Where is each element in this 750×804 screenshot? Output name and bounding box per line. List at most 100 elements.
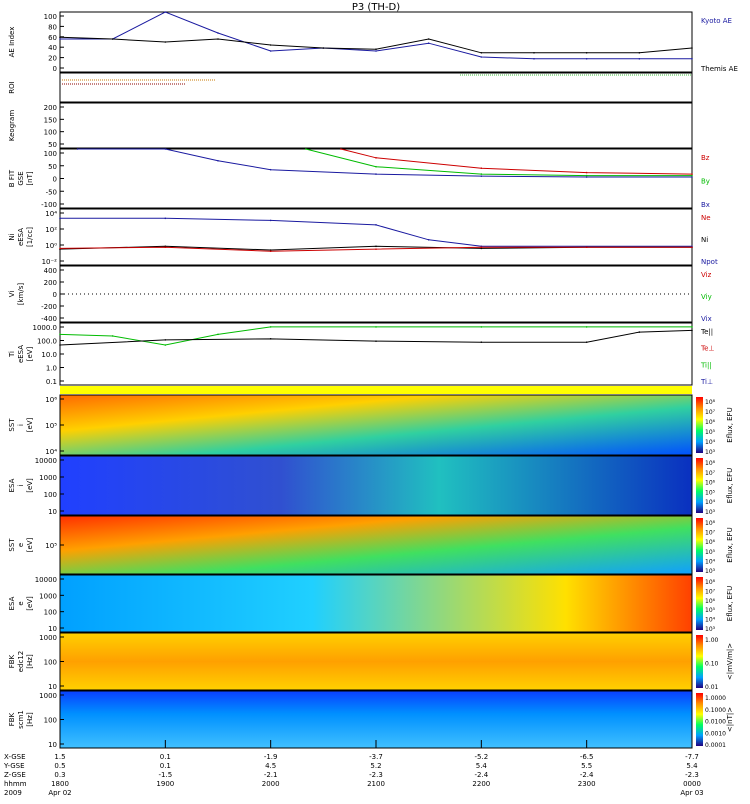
data-point xyxy=(375,157,377,159)
colorbar-tick-label: 10⁵ xyxy=(705,489,716,496)
data-point xyxy=(480,56,483,58)
footer-value: 0.3 xyxy=(54,771,65,779)
colorbar-tick-label: 0.0001 xyxy=(705,742,726,749)
data-point xyxy=(269,326,272,328)
y-tick-label: 1000 xyxy=(39,474,57,482)
footer-value: 2300 xyxy=(578,780,596,788)
y-axis-label: FBK xyxy=(8,712,16,726)
colorbar-tick-label: 10⁴ xyxy=(705,617,716,624)
data-point xyxy=(427,38,430,40)
colorbar-tick-label: 10⁵ xyxy=(705,549,716,556)
data-point xyxy=(375,245,377,248)
colorbar-tick-label: 0.0100 xyxy=(705,719,726,726)
colorbar-tick-label: 10⁵ xyxy=(705,607,716,614)
data-point xyxy=(217,333,219,336)
data-point xyxy=(585,326,588,328)
y-tick-label: 1000 xyxy=(39,634,57,642)
footer-value: Apr 02 xyxy=(48,789,71,797)
data-point xyxy=(164,148,167,150)
data-point xyxy=(480,175,483,177)
colorbar-tick-label: 1.00 xyxy=(705,637,719,644)
y-tick-label: 10⁻² xyxy=(42,258,58,266)
data-point xyxy=(217,38,219,40)
spectrogram-esa_e xyxy=(60,575,692,632)
y-axis-label: i xyxy=(17,424,25,426)
data-point xyxy=(304,148,307,150)
y-axis-label: ESA xyxy=(8,596,16,610)
footer-value: -7.7 xyxy=(685,753,699,761)
colorbar-label: <|mV/m|> xyxy=(726,643,734,680)
data-point xyxy=(691,58,693,60)
data-point xyxy=(585,171,588,174)
data-point xyxy=(585,174,588,177)
legend-entry: Ti⊥ xyxy=(700,378,713,386)
spectrogram-esa_i xyxy=(60,456,692,515)
y-axis-label: [eV] xyxy=(26,478,34,493)
spectrogram-fbk_e xyxy=(60,691,692,748)
series-line xyxy=(59,326,692,346)
colorbar-tick-label: 10³ xyxy=(705,449,716,456)
data-point xyxy=(269,44,272,46)
colorbar-tick-label: 10⁵ xyxy=(705,429,716,436)
data-point xyxy=(59,38,61,40)
colorbar-label: Eflux, EFU xyxy=(726,468,734,503)
y-axis-label: AE Index xyxy=(8,27,16,58)
y-tick-label: 10 xyxy=(48,741,57,749)
data-point xyxy=(480,52,483,54)
footer-value: -2.1 xyxy=(264,771,278,779)
y-axis-label: GSE xyxy=(17,171,25,185)
series-line xyxy=(340,148,693,175)
colorbar-tick-label: 10⁸ xyxy=(705,520,716,527)
y-tick-label: 10 xyxy=(48,508,57,516)
y-tick-label: 200 xyxy=(44,279,57,287)
footer-row-label: X-GSE xyxy=(4,753,26,761)
y-tick-label: 0 xyxy=(53,65,57,73)
data-point xyxy=(375,340,377,342)
y-axis-label: SST xyxy=(8,538,16,552)
footer-value: -6.5 xyxy=(580,753,594,761)
y-tick-label: 100.0 xyxy=(37,338,57,346)
y-tick-label: -400 xyxy=(41,315,57,323)
colorbar-tick-label: 10⁴ xyxy=(705,439,716,446)
legend-entry: Npot xyxy=(701,258,718,266)
y-axis-label: eESA xyxy=(17,228,25,246)
data-point xyxy=(691,47,693,49)
data-point xyxy=(269,219,272,222)
data-point xyxy=(269,250,272,253)
spectrogram-sst_e xyxy=(60,516,692,574)
y-axis-label: [Hz] xyxy=(26,654,34,669)
colorbar xyxy=(696,518,703,572)
colorbar-label: Eflux, EFU xyxy=(726,586,734,621)
y-tick-label: 10⁰ xyxy=(45,242,57,250)
data-point xyxy=(111,38,114,40)
y-tick-label: 10⁵ xyxy=(45,542,57,550)
y-tick-label: 0.1 xyxy=(46,378,57,386)
y-tick-label: 1000.0 xyxy=(33,324,58,332)
legend-entry: Viz xyxy=(701,271,712,279)
data-point xyxy=(691,174,693,177)
colorbar-tick-label: 10⁶ xyxy=(705,419,716,426)
footer-value: Apr 03 xyxy=(680,789,703,797)
data-point xyxy=(691,173,693,175)
data-point xyxy=(111,335,114,337)
y-axis-label: Ti xyxy=(8,351,16,358)
y-tick-label: 50 xyxy=(48,163,57,171)
data-point xyxy=(585,58,588,60)
colorbar-label: Eflux, EFU xyxy=(726,407,734,442)
colorbar-tick-label: 10³ xyxy=(705,509,716,516)
y-tick-label: 100 xyxy=(44,150,57,158)
data-point xyxy=(340,148,342,150)
colorbar-tick-label: 10⁶ xyxy=(705,480,716,487)
data-point xyxy=(638,58,641,60)
y-axis-label: [eV] xyxy=(26,417,34,432)
y-axis-label: Vi xyxy=(8,291,16,298)
y-tick-label: 10⁴ xyxy=(45,210,57,218)
y-axis-label: e xyxy=(17,601,25,605)
panel-frame-keogram xyxy=(59,102,693,149)
footer-row-label: hhmm xyxy=(4,780,27,788)
data-point xyxy=(480,247,483,250)
y-axis-label: Keogram xyxy=(8,110,16,141)
colorbar xyxy=(696,635,703,688)
colorbar-tick-label: 10⁶ xyxy=(705,539,716,546)
y-axis-label: scm1 xyxy=(17,710,25,729)
